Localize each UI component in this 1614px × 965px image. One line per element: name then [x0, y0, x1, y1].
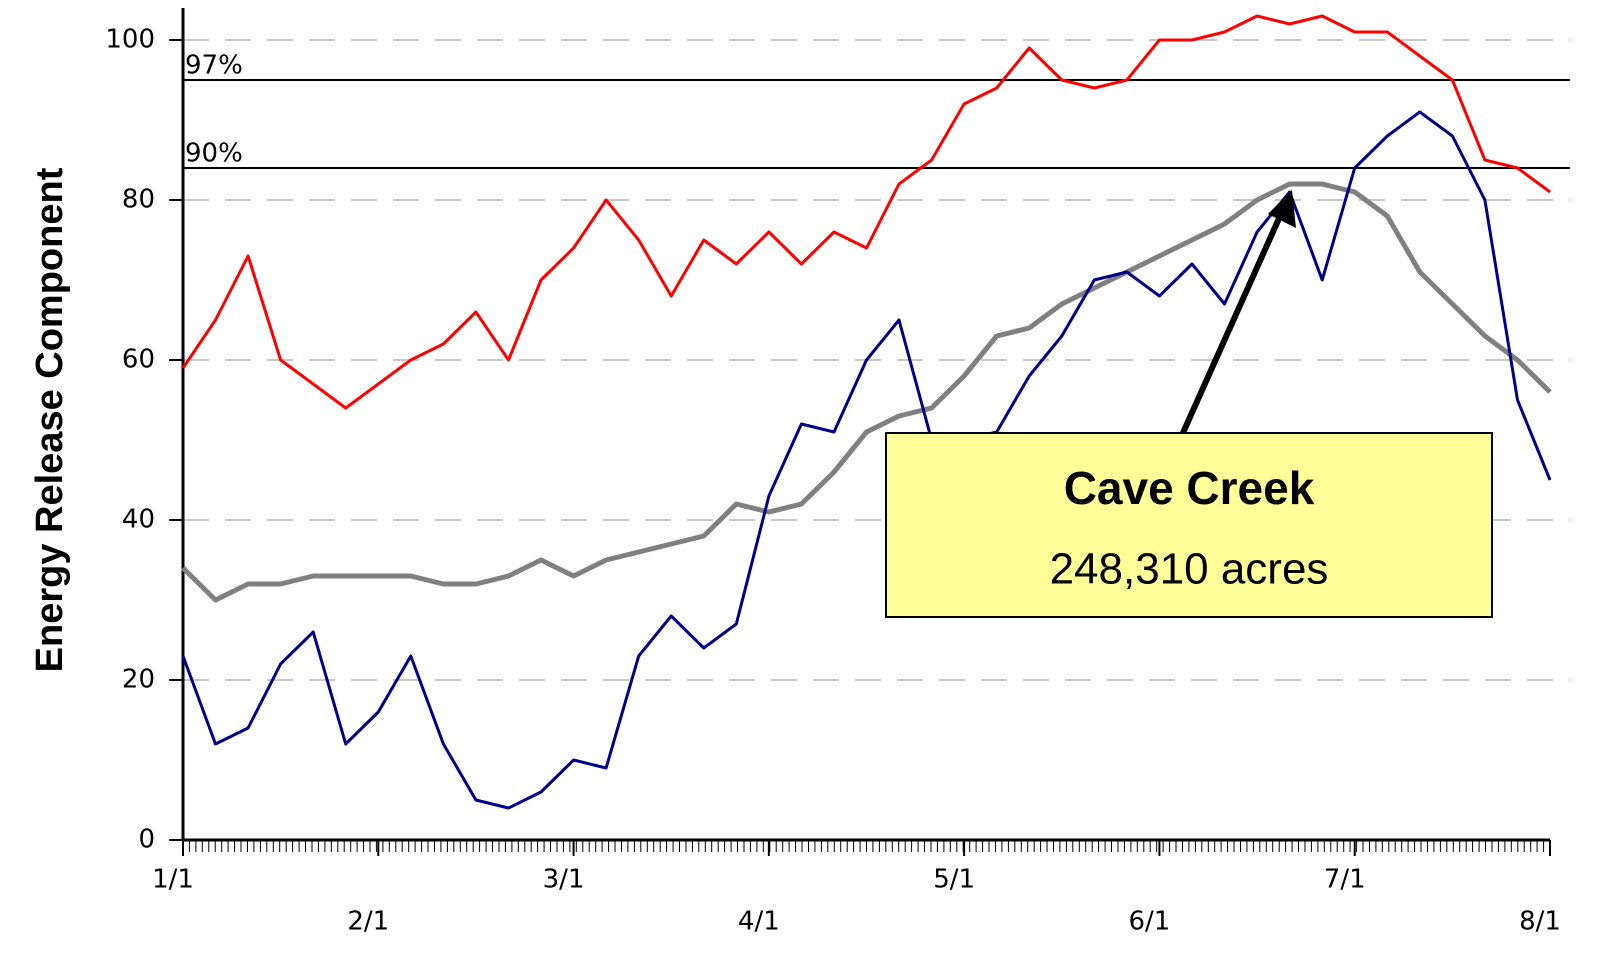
series-line — [181, 14, 1551, 410]
y-tick-label: 0 — [138, 825, 155, 855]
reference-label: 90% — [185, 139, 243, 169]
y-tick-label: 100 — [105, 25, 155, 55]
annotation: Cave Creek 248,310 acres — [885, 190, 1493, 618]
y-tick-label: 60 — [122, 345, 155, 375]
annotation-box — [885, 432, 1493, 618]
x-tick-label: 8/1 — [1519, 907, 1561, 937]
annotation-title: Cave Creek — [1064, 462, 1315, 514]
annotation-text: 248,310 acres — [1050, 545, 1329, 594]
reference-label: 97% — [185, 51, 243, 81]
arrow-head — [1268, 190, 1296, 228]
x-tick-label: 1/1 — [152, 865, 194, 895]
x-tick-label: 7/1 — [1324, 865, 1366, 895]
annotation-arrow — [1179, 203, 1288, 437]
x-tick-label: 2/1 — [347, 907, 389, 937]
y-axis-label: Energy Release Component — [29, 167, 71, 672]
minor-ticks — [182, 840, 1551, 852]
y-tick-label: 80 — [122, 185, 155, 215]
x-tick-label: 4/1 — [738, 907, 780, 937]
x-tick-label: 3/1 — [543, 865, 585, 895]
series-line — [181, 181, 1552, 603]
x-tick-label: 6/1 — [1129, 907, 1171, 937]
x-tick-label: 5/1 — [933, 865, 975, 895]
series-line — [181, 110, 1552, 810]
y-tick-label: 20 — [122, 665, 155, 695]
y-tick-label: 40 — [122, 505, 155, 535]
